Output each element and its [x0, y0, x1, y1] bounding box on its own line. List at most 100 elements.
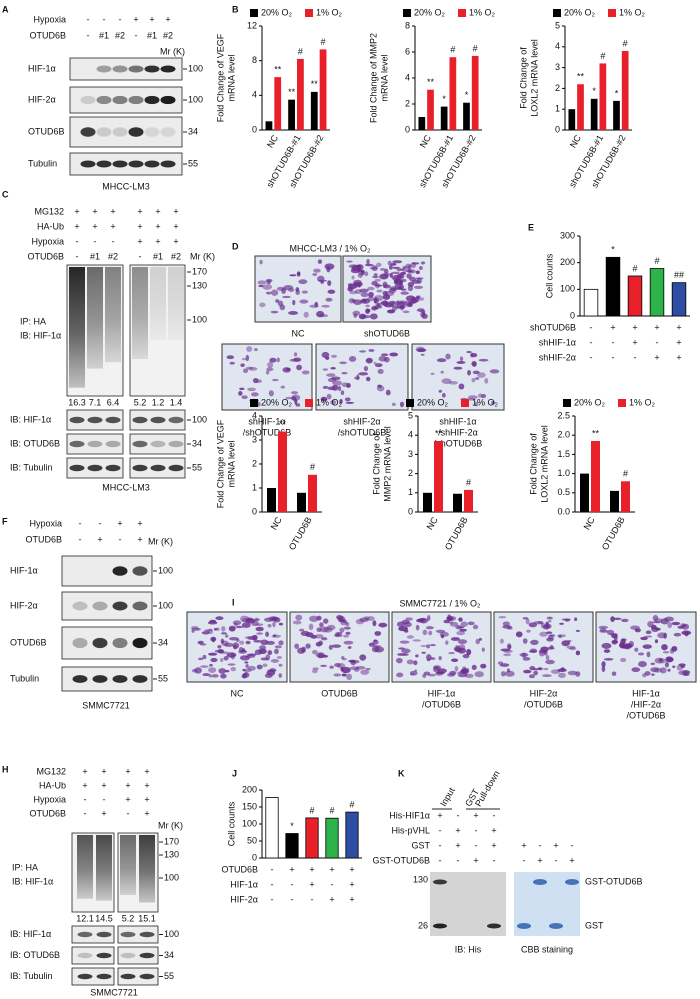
condition-label: shHIF-2α	[539, 352, 576, 362]
band	[132, 637, 148, 649]
cell-stain	[343, 626, 351, 630]
cell-stain	[427, 615, 431, 621]
cell-stain	[448, 651, 455, 655]
legend-swatch	[608, 9, 616, 17]
condition-sign: +	[117, 518, 122, 528]
bar	[434, 440, 443, 512]
cell-stain	[522, 656, 531, 661]
cell-stain	[298, 279, 308, 285]
mw-marker: 130	[192, 280, 207, 290]
condition-sign: +	[125, 780, 130, 790]
cell-stain	[348, 264, 359, 269]
cell-stain	[681, 630, 692, 636]
condition-label: HA-Ub	[39, 780, 66, 790]
cell-stain	[271, 378, 279, 382]
cell-stain	[672, 665, 676, 668]
cell-stain	[484, 378, 489, 384]
cell-stain	[561, 640, 570, 647]
condition-sign: -	[271, 879, 274, 889]
cell-stain	[326, 393, 332, 400]
cell-stain	[240, 363, 245, 368]
cell-stain	[481, 647, 485, 652]
cell-stain	[357, 273, 363, 278]
cell-stain	[224, 669, 230, 673]
cell-stain	[522, 617, 529, 620]
cell-stain	[671, 621, 681, 626]
cell-stain	[299, 299, 309, 304]
smear	[87, 267, 103, 369]
cell-stain	[255, 626, 264, 632]
cell-stain	[334, 663, 342, 668]
cell-stain	[209, 663, 213, 667]
band	[69, 464, 85, 472]
significance: #	[623, 469, 628, 479]
quantification: 1.2	[152, 397, 165, 407]
legend-swatch	[305, 9, 313, 17]
cell-stain	[326, 373, 336, 377]
condition-sign: +	[173, 221, 178, 231]
cell-stain	[640, 636, 648, 641]
band	[87, 416, 103, 424]
condition-label: Hypoxia	[31, 236, 64, 246]
significance: #	[600, 51, 605, 61]
cell-stain	[681, 624, 688, 627]
condition-sign: +	[553, 840, 558, 850]
cell-stain	[256, 664, 263, 670]
cell-stain	[521, 652, 527, 658]
cell-stain	[301, 646, 306, 653]
mr-label: Mr (K)	[190, 251, 215, 261]
x-tick-label: NC	[265, 133, 280, 150]
image-label: /shOTUD6B	[338, 427, 387, 437]
y-tick-label: 3	[408, 449, 413, 459]
cell-stain	[539, 631, 548, 637]
cell-stain	[345, 401, 355, 404]
cell-stain	[360, 669, 370, 675]
cell-stain	[322, 368, 328, 371]
cell-stain	[525, 618, 530, 625]
significance: #	[632, 263, 637, 273]
y-tick-label: 0	[570, 310, 575, 320]
cell-stain	[239, 640, 245, 645]
condition-sign: +	[101, 780, 106, 790]
cell-stain	[559, 622, 564, 625]
cell-stain	[364, 271, 369, 277]
image-label: NC	[231, 688, 244, 698]
cell-stain	[472, 624, 479, 630]
cell-stain	[359, 288, 369, 293]
condition-sign: -	[76, 251, 79, 261]
legend-swatch	[563, 399, 571, 407]
cell-stain	[406, 273, 412, 279]
cell-stain	[421, 313, 428, 319]
cell-stain	[456, 361, 466, 364]
cell-stain	[278, 673, 282, 678]
cell-stain	[620, 657, 627, 663]
band	[139, 973, 155, 980]
bar	[297, 58, 304, 130]
cell-stain	[319, 622, 324, 628]
cell-stain	[667, 668, 671, 672]
bar	[325, 817, 339, 859]
cell-stain	[243, 672, 250, 678]
cell-stain	[388, 265, 393, 270]
condition-sign: +	[144, 794, 149, 804]
image-label: HIF-1α	[428, 688, 456, 698]
cell-stain	[224, 634, 229, 638]
cell-stain	[416, 295, 421, 299]
bar	[580, 473, 589, 512]
band	[139, 931, 155, 938]
cell-stain	[356, 283, 362, 288]
cell-stain	[678, 663, 686, 667]
cell-stain	[315, 642, 322, 647]
cell-stain	[359, 654, 367, 661]
condition-sign: +	[537, 855, 542, 865]
legend-swatch	[250, 399, 258, 407]
cell-stain	[471, 664, 477, 671]
band	[144, 95, 160, 105]
condition-sign: -	[439, 855, 442, 865]
bar	[591, 440, 600, 512]
image-label: shHIF-1α	[439, 416, 476, 426]
y-tick-label: 12	[247, 20, 257, 30]
condition-sign: -	[84, 808, 87, 818]
band	[80, 160, 96, 168]
mw-marker: 130	[413, 874, 428, 884]
